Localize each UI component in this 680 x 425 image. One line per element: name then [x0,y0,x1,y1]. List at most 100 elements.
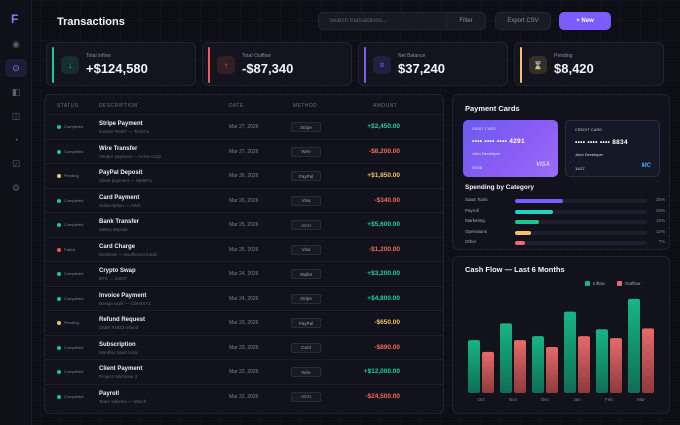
progress-track [515,220,647,224]
progress-fill [515,241,525,245]
progress-fill [515,220,540,224]
table-row[interactable]: Failed Card Charge Declined — insufficient… [45,236,443,261]
total-inflow-card: ↓ Total Inflow +$124,580 [46,42,196,86]
transaction-subtitle: Declined — insufficient funds [99,251,157,257]
table-row[interactable]: Completed Client Payment Project milestone… [45,359,443,383]
filter-button[interactable]: Filter [446,12,486,30]
table-row[interactable]: Completed Subscription Monthly SaaS tools M… [45,334,443,359]
transaction-subtitle: Order #1923 refund [99,325,139,330]
status-badge: Completed [64,222,84,227]
dashboard-icon[interactable]: ◉ [12,38,20,49]
method-badge: ACH [291,391,321,402]
status-badge: Completed [64,124,84,129]
category-percent: 18% [655,218,665,223]
inflow-bar-jan [564,311,576,393]
credit-card[interactable]: CREDIT CARD •••• •••• •••• 8834 John Dev… [565,120,660,177]
table-row[interactable]: Pending PayPal Deposit Client payment — We… [45,163,443,187]
outflow-bar-dec [546,346,558,393]
status-badge: Failed [64,246,75,252]
spending-row: Other 7% [465,239,665,247]
status-dot [57,321,61,325]
header-description: DESCRIPTION [99,103,138,109]
analytics-icon[interactable]: ◔ [13,135,19,145]
progress-track [515,230,647,235]
stat-value: +$124,580 [86,61,148,76]
cash-flow-chart: Oct Nov Dec Jan Feb Mar [468,298,654,402]
table-row[interactable]: Completed Invoice Payment Design work — Cl… [45,285,443,310]
debit-card[interactable]: DEBIT CARD •••• •••• •••• 4291 John Deve… [463,120,558,177]
table-row[interactable]: Pending Refund Request Order #1923 refund M… [45,310,443,334]
transaction-subtitle: Vendor payment — Acme Corp [99,153,162,159]
status-dot [57,296,61,301]
total-inflow-icon: ↓ [61,56,79,74]
transaction-title: Payroll [99,390,120,397]
cash-flow-title: Cash Flow — Last 6 Months [465,265,565,274]
inflow-bar-oct [468,340,480,393]
table-row[interactable]: Completed Stripe Payment Invoice #0487 — T… [45,114,443,138]
method-badge: Wallet [291,269,321,279]
table-row[interactable]: Completed Card Payment Subscription — AWS M… [45,187,443,212]
search-input[interactable] [318,12,482,30]
progress-track [515,209,647,214]
status-badge: Completed [64,197,84,203]
accent-bar [52,47,54,83]
transaction-title: Card Charge [99,243,136,250]
transaction-amount: -$650.00 [374,319,400,326]
transaction-amount: -$890.00 [374,343,400,351]
payment-cards-title: Payment Cards [465,104,520,113]
spending-row: Payroll 28% [465,208,665,216]
stat-value: -$87,340 [242,61,294,76]
settings-icon[interactable]: ⚙ [11,182,21,193]
transaction-amount: +$12,000.00 [363,368,400,375]
x-tick-label: Oct [477,397,485,402]
outflow-bar-mar [642,328,654,393]
table-row[interactable]: Completed Crypto Swap BTC → USDT Mar 24, 20… [45,261,443,285]
inflow-bar-nov [500,323,512,393]
accent-bar [208,47,210,83]
inflow-bar-dec [532,336,544,393]
transaction-amount: +$2,450.00 [367,123,400,130]
x-tick-label: Feb [605,397,613,402]
transaction-amount: +$5,600.00 [367,221,400,228]
new-transaction-button[interactable]: + New [559,12,611,30]
progress-fill [515,199,563,203]
stat-label: Net Balance [398,53,426,59]
inflow-legend-label: Inflow [593,281,605,286]
transaction-date: Mar 26, 2026 [229,197,259,204]
cards-icon[interactable]: ◧ [11,86,21,97]
transactions-table: STATUS DESCRIPTION DATE METHOD AMOUNT Co… [44,94,444,414]
table-row[interactable]: Completed Payroll Team salaries — March Mar… [45,383,443,408]
category-name: Operations [465,228,488,234]
transaction-title: Subscription [99,341,136,348]
transaction-subtitle: Monthly SaaS tools [99,349,138,355]
transaction-date: Mar 25, 2026 [229,246,259,253]
status-badge: Pending [64,320,79,325]
transaction-title: Card Payment [99,194,140,201]
transaction-title: PayPal Deposit [99,170,143,176]
tasks-icon[interactable]: ☑ [11,158,21,169]
card-number: •••• •••• •••• 4291 [472,138,525,145]
status-badge: Completed [64,369,84,374]
export-csv-button[interactable]: Export CSV [495,12,551,30]
stat-label: Total Inflow [86,53,112,59]
table-row[interactable]: Completed Bank Transfer Salary deposit Mar … [45,212,443,236]
card-type: CREDIT CARD [575,128,603,132]
transaction-amount: -$340.00 [374,196,400,204]
transaction-subtitle: Invoice #0487 — TechCo [99,129,150,134]
transaction-title: Client Payment [99,366,143,372]
transaction-date: Mar 26, 2026 [229,173,259,179]
transaction-date: Mar 24, 2026 [229,295,259,302]
outflow-bar-oct [482,351,494,393]
stat-value: $37,240 [398,61,445,76]
wallet-icon[interactable]: ⊙ [5,59,27,77]
card-expiry: 11/27 [575,166,585,171]
table-row[interactable]: Completed Wire Transfer Vendor payment — A… [45,138,443,163]
outflow-legend-swatch [617,281,622,286]
transaction-date: Mar 25, 2026 [229,222,259,228]
method-badge: Wire [291,146,321,157]
reports-icon[interactable]: ◫ [11,110,21,121]
method-badge: ACH [291,220,321,230]
card-holder: John Developer [575,152,604,157]
transaction-date: Mar 24, 2026 [229,271,259,277]
category-percent: 35% [655,197,665,202]
